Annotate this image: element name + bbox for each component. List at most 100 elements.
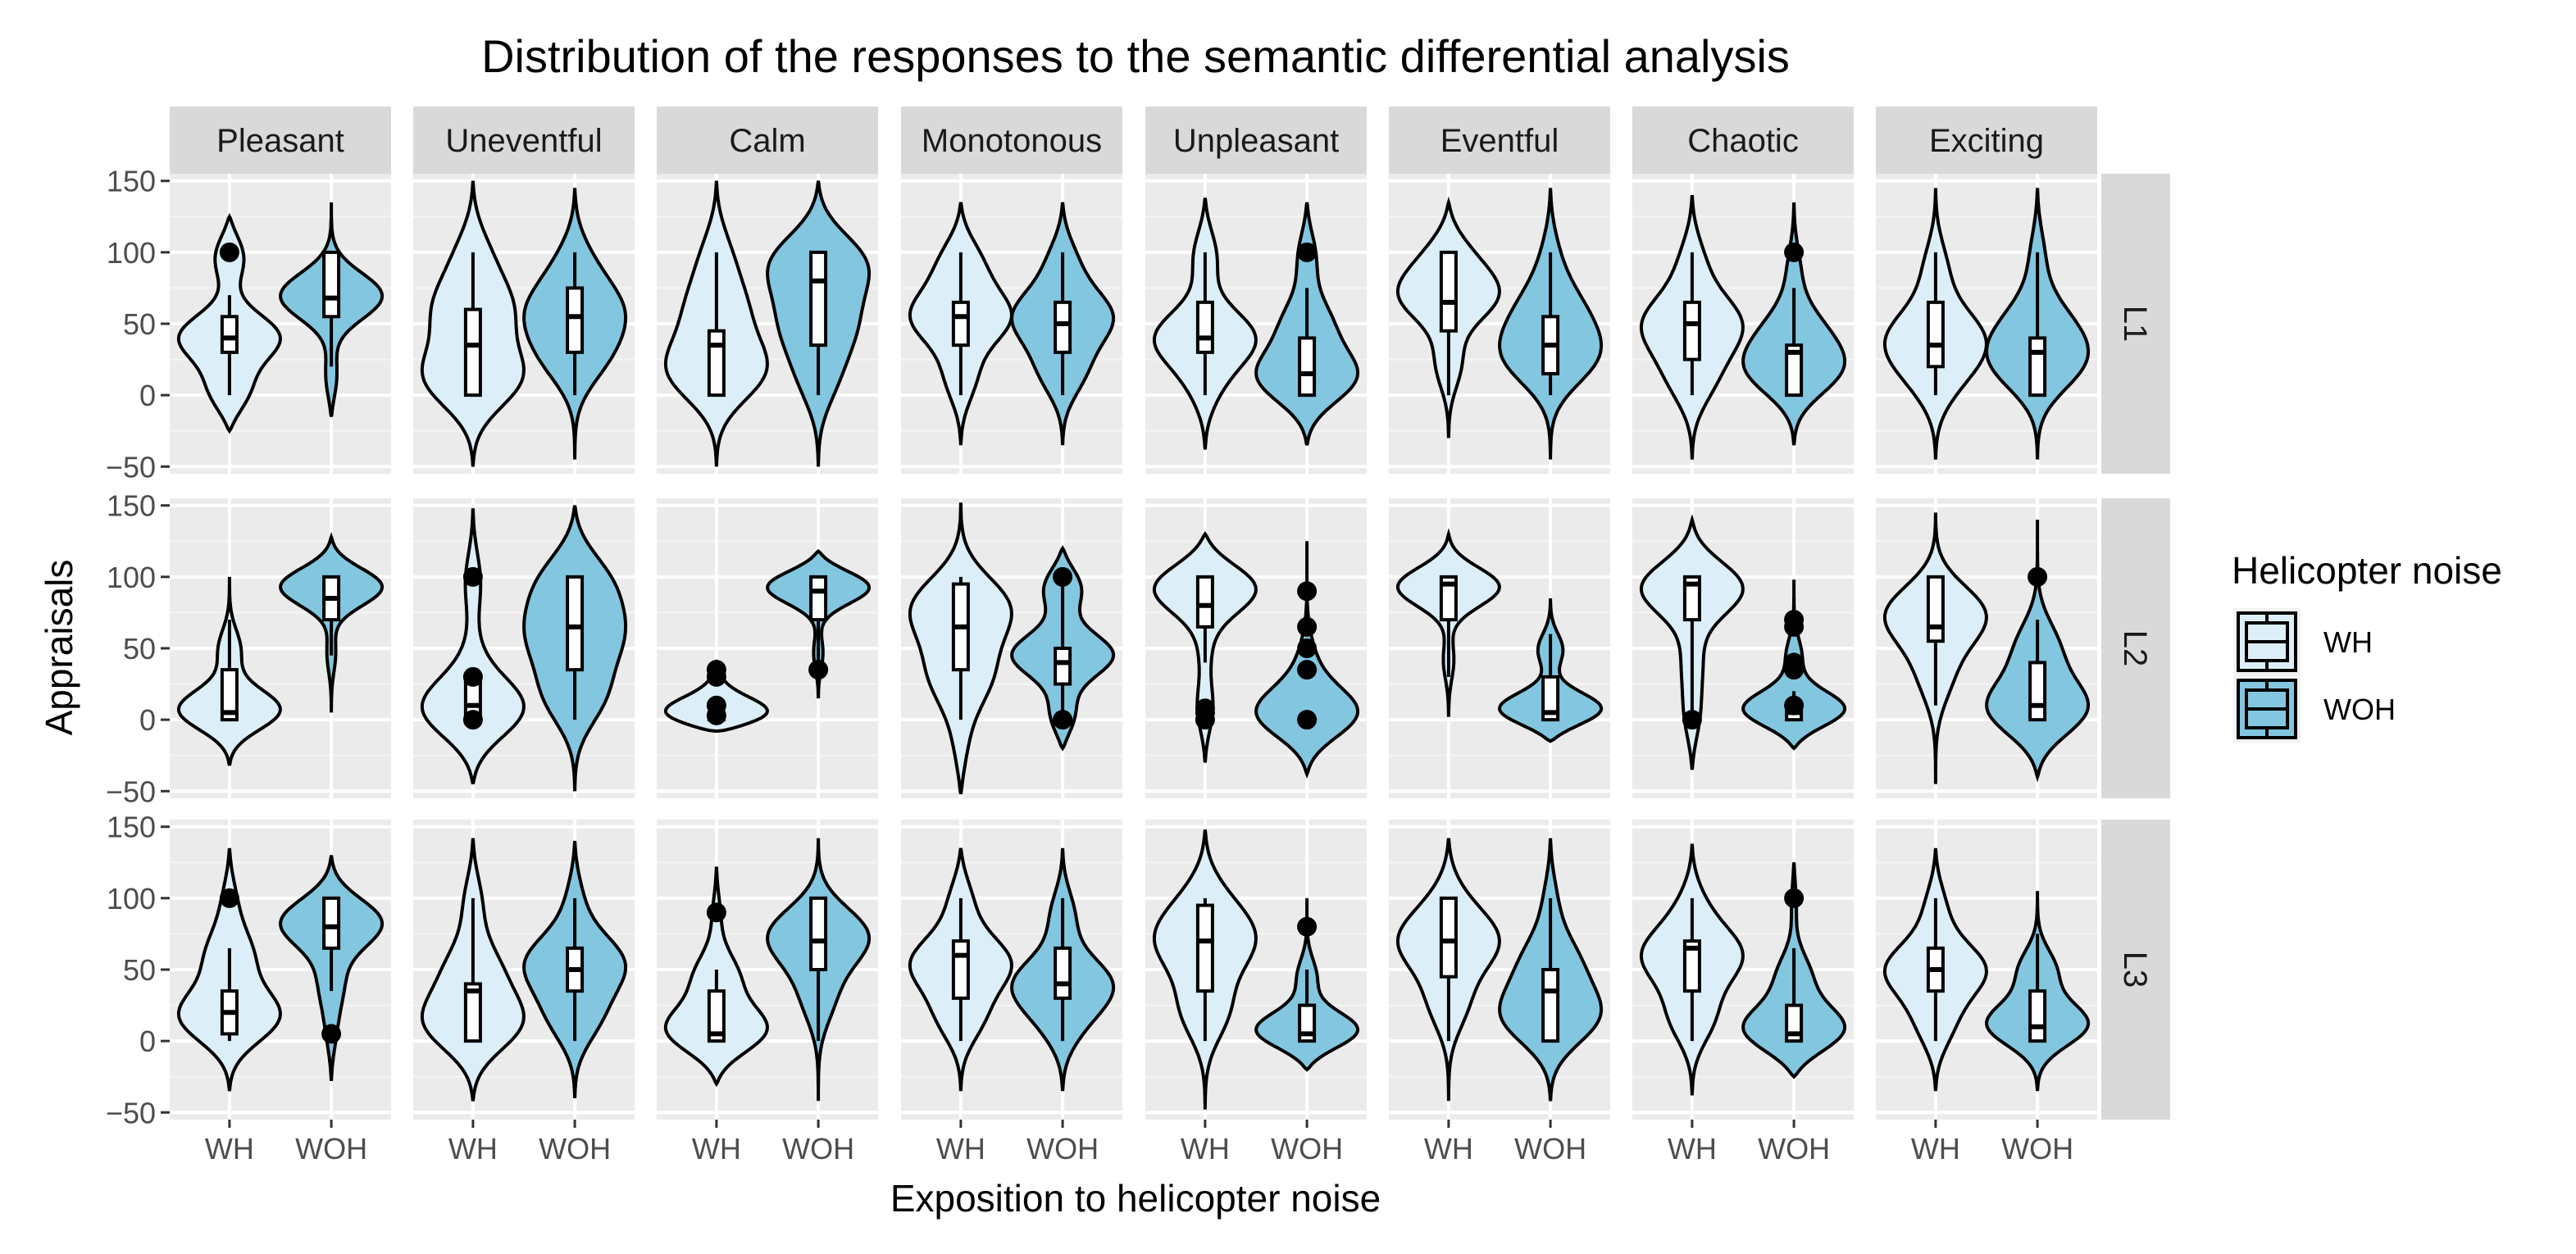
panel-chaotic-l1 xyxy=(1632,174,1854,474)
y-tick-label: 100 xyxy=(107,882,156,916)
panel-pleasant-l3 xyxy=(170,820,391,1120)
panel-calm-l2 xyxy=(657,498,878,798)
x-tick-label-wh: WH xyxy=(205,1132,254,1165)
panel-eventful-l2 xyxy=(1389,498,1610,798)
box-uneventful-l2-woh xyxy=(566,575,585,672)
panel-unpleasant-l2 xyxy=(1145,498,1367,798)
box-eventful-l1-wh xyxy=(1439,250,1458,333)
box-calm-l1-wh xyxy=(707,329,726,398)
outlier-chaotic-l2-woh-1 xyxy=(1784,616,1805,637)
box-uneventful-l1-woh xyxy=(566,286,585,354)
panel-uneventful-l2 xyxy=(413,498,635,798)
x-tick-label-wh: WH xyxy=(1911,1132,1960,1165)
panel-monotonous-l2 xyxy=(901,498,1122,798)
outlier-uneventful-l2-wh-0 xyxy=(462,566,483,587)
y-tick-label: 150 xyxy=(107,489,156,523)
outlier-pleasant-l3-wh-0 xyxy=(219,888,239,908)
x-tick-label-woh: WOH xyxy=(295,1132,367,1165)
y-tick-label: 100 xyxy=(107,561,156,594)
box-pleasant-l3-woh xyxy=(322,896,341,950)
box-exciting-l1-woh xyxy=(2028,336,2047,398)
facet-strip-pleasant xyxy=(170,107,391,174)
outlier-unpleasant-l2-woh-0 xyxy=(1297,581,1318,602)
box-calm-l3-wh xyxy=(707,989,726,1043)
x-tick-label-woh: WOH xyxy=(539,1132,611,1165)
box-monotonous-l2-woh xyxy=(1054,647,1072,686)
outlier-unpleasant-l3-woh-0 xyxy=(1297,916,1318,937)
outlier-chaotic-l2-woh-3 xyxy=(1784,660,1805,680)
panel-calm-l3 xyxy=(657,820,878,1120)
facet-label-pleasant: Pleasant xyxy=(216,123,344,159)
box-chaotic-l2-wh xyxy=(1682,575,1701,622)
box-pleasant-l1-wh xyxy=(220,315,239,354)
outlier-pleasant-l1-wh-0 xyxy=(219,242,239,262)
outlier-unpleasant-l2-woh-2 xyxy=(1297,638,1318,658)
x-tick-label-woh: WOH xyxy=(1758,1132,1830,1165)
outlier-monotonous-l2-woh-1 xyxy=(1053,710,1073,730)
violin-uneventful-l2-wh xyxy=(420,508,526,785)
outlier-chaotic-l1-woh-0 xyxy=(1784,242,1805,262)
outlier-chaotic-l2-wh-0 xyxy=(1682,710,1702,730)
box-pleasant-l2-wh xyxy=(220,668,239,722)
panel-monotonous-l3 xyxy=(901,820,1122,1120)
x-tick-label-woh: WOH xyxy=(1514,1132,1586,1165)
x-tick-label-woh: WOH xyxy=(1271,1132,1343,1165)
box-exciting-l2-wh xyxy=(1926,575,1945,643)
legend: Helicopter noise WH WOH xyxy=(2232,549,2502,743)
legend-label-wh: WH xyxy=(2323,625,2373,659)
row-label-l1: L1 xyxy=(2117,306,2153,343)
x-axis-title: Exposition to helicopter noise xyxy=(890,1177,1381,1220)
box-monotonous-l1-woh xyxy=(1054,300,1072,354)
box-unpleasant-l3-wh xyxy=(1195,903,1214,993)
legend-label-woh: WOH xyxy=(2323,693,2396,726)
panel-grid: Pleasant Uneventful Calm Monotonous Unpleasa… xyxy=(170,107,2170,1120)
outlier-pleasant-l3-woh-0 xyxy=(321,1024,342,1044)
facet-strip-chaotic xyxy=(1632,107,1854,174)
facet-strip-eventful xyxy=(1389,107,1610,174)
y-tick-label: 50 xyxy=(123,307,156,341)
box-eventful-l3-wh xyxy=(1439,896,1458,979)
facet-strip-monotonous xyxy=(901,107,1122,174)
box-eventful-l3-woh xyxy=(1541,968,1560,1043)
facet-label-uneventful: Uneventful xyxy=(445,123,602,159)
box-unpleasant-l2-wh xyxy=(1195,575,1214,629)
panel-exciting-l1 xyxy=(1876,174,2097,474)
outlier-calm-l2-wh-3 xyxy=(706,705,726,725)
outlier-unpleasant-l2-woh-3 xyxy=(1297,660,1318,680)
row-strip-l1 xyxy=(2101,174,2170,474)
outlier-unpleasant-l2-woh-1 xyxy=(1297,616,1318,637)
y-tick-label: −50 xyxy=(106,450,156,484)
facet-label-chaotic: Chaotic xyxy=(1687,123,1799,159)
box-uneventful-l1-wh xyxy=(463,307,482,398)
box-eventful-l2-woh xyxy=(1541,675,1560,722)
row-strip-l3 xyxy=(2101,820,2170,1120)
panel-pleasant-l1 xyxy=(170,174,391,474)
y-tick-label: −50 xyxy=(106,1096,156,1129)
facet-strip-calm xyxy=(657,107,878,174)
y-tick-label: 50 xyxy=(123,632,156,666)
box-pleasant-l1-woh xyxy=(322,250,341,319)
outlier-uneventful-l2-wh-2 xyxy=(462,710,483,730)
panel-uneventful-l1 xyxy=(413,174,635,474)
box-uneventful-l3-wh xyxy=(463,982,482,1043)
panel-calm-l1 xyxy=(657,174,878,474)
x-tick-label-wh: WH xyxy=(936,1132,985,1165)
y-tick-label: 0 xyxy=(139,703,156,737)
box-monotonous-l3-woh xyxy=(1054,946,1072,1000)
outlier-exciting-l2-woh-0 xyxy=(2028,566,2048,587)
box-monotonous-l3-wh xyxy=(951,939,970,1000)
facet-strip-exciting xyxy=(1876,107,2097,174)
x-tick-label-wh: WH xyxy=(1668,1132,1717,1165)
panel-chaotic-l3 xyxy=(1632,820,1854,1120)
x-tick-label-woh: WOH xyxy=(782,1132,854,1165)
box-calm-l1-woh xyxy=(809,250,828,348)
panel-eventful-l1 xyxy=(1389,174,1610,474)
x-tick-label-wh: WH xyxy=(692,1132,741,1165)
legend-title: Helicopter noise xyxy=(2232,549,2502,592)
x-axis: WH WOH WH WOH WH WOH WH WOH WH WOH WH WOH WH WOH WH WOH xyxy=(205,1120,2073,1165)
box-exciting-l2-woh xyxy=(2028,661,2047,722)
box-chaotic-l1-woh xyxy=(1785,343,1804,398)
y-tick-label: 0 xyxy=(139,379,156,412)
box-exciting-l1-wh xyxy=(1926,300,1945,369)
